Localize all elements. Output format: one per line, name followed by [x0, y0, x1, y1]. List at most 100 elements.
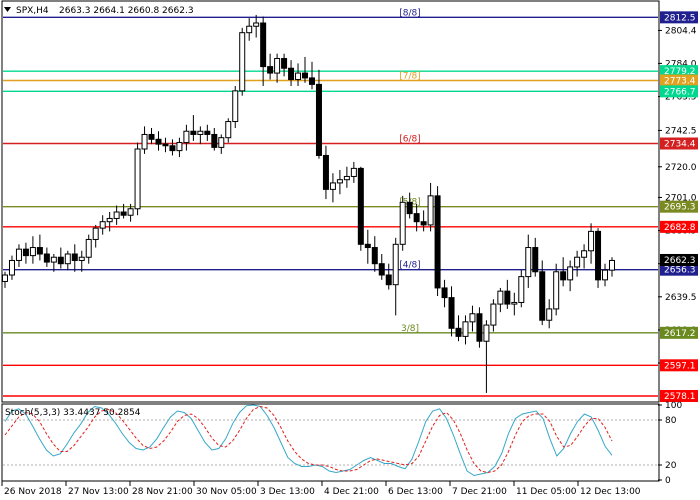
candle — [85, 234, 92, 264]
level-price-label: 2773.4 — [664, 77, 696, 87]
candle-body — [176, 142, 183, 152]
candle — [162, 137, 169, 153]
candle-body — [490, 303, 497, 326]
candle-body — [539, 271, 546, 321]
time-tick-label: 30 Nov 05:00 — [196, 487, 257, 497]
candle — [113, 205, 120, 225]
candle — [546, 299, 553, 329]
time-tick-label: 7 Dec 21:00 — [452, 487, 507, 497]
candle-body — [595, 230, 602, 281]
candle-body — [8, 259, 15, 276]
candle-body — [434, 195, 441, 289]
candle-body — [197, 130, 204, 135]
candle-body — [274, 58, 281, 74]
candle-body — [560, 271, 567, 281]
candle — [595, 228, 602, 288]
candle-body — [113, 211, 120, 219]
current-price-label: 2662.3 — [664, 256, 696, 266]
candle — [364, 229, 371, 264]
level-name: 3/8] — [401, 324, 419, 334]
candle — [504, 279, 511, 309]
candle — [322, 145, 329, 200]
candle-body — [546, 308, 553, 321]
candle-body — [267, 66, 274, 74]
candle-body — [225, 121, 232, 139]
candle — [511, 292, 518, 316]
candle — [197, 126, 204, 145]
level-price-label: 2682.8 — [664, 223, 696, 233]
candle-body — [476, 313, 483, 342]
candle-body — [427, 195, 434, 226]
candle-body — [148, 133, 155, 140]
candle — [183, 124, 190, 151]
level-name: [8/8] — [399, 8, 421, 18]
candle — [99, 215, 106, 235]
candle-body — [455, 327, 462, 337]
candle — [8, 255, 15, 280]
candle — [127, 203, 134, 222]
candle — [371, 236, 378, 272]
candle — [267, 53, 274, 80]
candle — [553, 263, 560, 316]
candle — [336, 170, 343, 195]
current-price-badge — [660, 253, 698, 266]
candle — [29, 236, 36, 264]
chart-header: SPX,H4 2663.3 2664.1 2660.8 2662.3 — [4, 6, 194, 16]
stoch-series-signal — [4, 405, 613, 474]
candle-body — [364, 243, 371, 249]
candle-body — [357, 167, 364, 245]
candle — [218, 134, 225, 154]
level-price-label: 2734.4 — [664, 140, 696, 150]
candle — [497, 287, 504, 313]
price-tick-label: 2763.5 — [665, 93, 697, 103]
level-price-label: 2617.2 — [664, 329, 696, 339]
candle-body — [288, 67, 295, 81]
candle — [518, 270, 525, 308]
candle — [315, 69, 322, 159]
candlestick-series — [2, 14, 615, 393]
price-axis: 2804.42784.02763.52742.52720.02701.02680… — [658, 11, 698, 402]
time-tick-label: 4 Dec 21:00 — [324, 487, 379, 497]
candle-body — [204, 130, 211, 135]
candle-body — [106, 217, 113, 223]
candle-body — [78, 256, 85, 261]
price-tick-label: 2701.0 — [665, 193, 697, 203]
candle-body — [127, 208, 134, 216]
candle — [260, 16, 267, 86]
candle-body — [602, 269, 609, 281]
stoch-title: Stoch(5,3,3) 33.4437 50.2854 — [5, 408, 141, 418]
candle-body — [253, 22, 260, 27]
candle — [525, 234, 532, 288]
main-chart-border — [1, 0, 660, 403]
candle-body — [308, 77, 315, 85]
candle-body — [322, 154, 329, 190]
candle-body — [574, 256, 581, 268]
candle — [211, 128, 218, 151]
candle-body — [36, 247, 43, 255]
candle-body — [295, 72, 302, 81]
candle-body — [15, 248, 22, 261]
candle — [190, 115, 197, 141]
candle — [350, 161, 357, 183]
candle — [253, 14, 260, 38]
candle-body — [469, 313, 476, 323]
candle — [92, 224, 99, 248]
candle-body — [581, 250, 588, 258]
level-price-badge — [660, 389, 698, 402]
candle-body — [336, 179, 343, 184]
candle-body — [378, 263, 385, 276]
candle-body — [462, 321, 469, 337]
level-price-label: 2656.3 — [664, 266, 696, 276]
triangle-down-icon[interactable] — [4, 7, 11, 12]
candle-body — [392, 243, 399, 286]
candle-body — [302, 72, 309, 79]
candle — [134, 142, 141, 216]
candle-body — [518, 276, 525, 303]
stoch-tick-label: 80 — [665, 416, 677, 426]
stoch-tick-label: 100 — [665, 401, 682, 411]
candle-body — [134, 148, 141, 210]
candle-body — [315, 83, 322, 156]
candle — [539, 260, 546, 326]
price-tick-label: 2720.0 — [665, 163, 697, 173]
level-price-label: 2578.1 — [664, 392, 696, 402]
